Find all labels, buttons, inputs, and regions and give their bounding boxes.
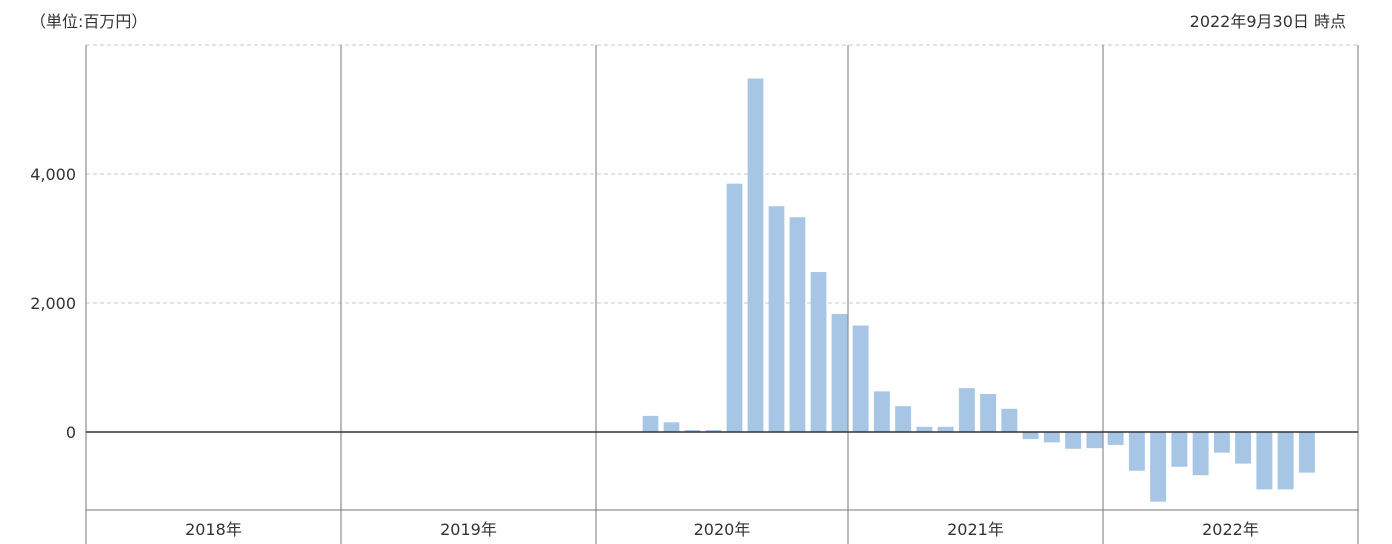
bar [852,325,869,432]
bar [642,415,659,432]
bar [1043,432,1060,443]
x-tick-label: 2022年 [1202,520,1259,539]
bar [1192,432,1209,476]
bar [980,393,997,432]
bar [958,388,975,432]
as-of-date-label: 2022年9月30日 時点 [1189,12,1346,31]
bar [895,406,912,432]
bar [726,183,743,432]
y-tick-label: 2,000 [30,294,76,313]
bar [1277,432,1294,490]
bar [810,272,827,432]
y-tick-label: 0 [66,423,76,442]
bar [1128,432,1145,471]
bar [768,206,785,432]
bar [1171,432,1188,467]
bar [831,313,848,432]
bar [1022,432,1039,440]
bar [1298,432,1315,473]
bar [1065,432,1082,449]
x-tick-label: 2021年 [947,520,1004,539]
unit-label: （単位:百万円） [30,12,148,31]
y-tick-label: 4,000 [30,165,76,184]
x-tick-label: 2020年 [694,520,751,539]
bar [663,422,680,432]
bar [937,426,954,432]
bar [1107,432,1124,445]
bar [1235,432,1252,464]
bar [789,217,806,432]
bar [916,426,933,432]
bar [747,78,764,432]
bar [1256,432,1273,490]
bar [1213,432,1230,453]
bar [1150,432,1167,502]
bar [873,391,890,432]
bar [1086,432,1103,449]
bar [684,430,701,432]
bar [1001,408,1018,432]
x-tick-label: 2018年 [185,520,242,539]
bar [705,430,722,432]
x-tick-label: 2019年 [440,520,497,539]
